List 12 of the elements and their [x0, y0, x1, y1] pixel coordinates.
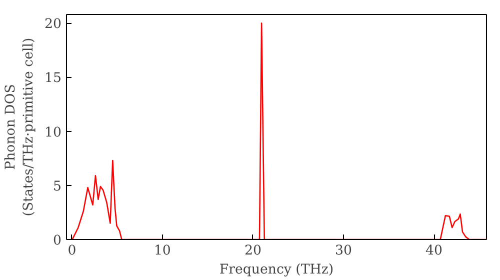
x-tick-label: 40	[426, 244, 442, 258]
y-axis-title: Phonon DOS (States/THz·primitive cell)	[4, 38, 37, 216]
x-tick-label: 10	[154, 244, 171, 258]
y-tick-label: 10	[44, 125, 62, 140]
x-tick-label: 0	[68, 244, 76, 258]
y-tick-label: 20	[44, 17, 62, 32]
x-axis-title: Frequency (THz)	[219, 262, 334, 278]
y-tick-label: 15	[44, 71, 62, 86]
x-tick-label: 20	[244, 244, 262, 258]
y-tick-label: 0	[53, 234, 62, 248]
x-tick-label: 30	[335, 244, 352, 258]
y-tick-label: 5	[53, 179, 62, 194]
